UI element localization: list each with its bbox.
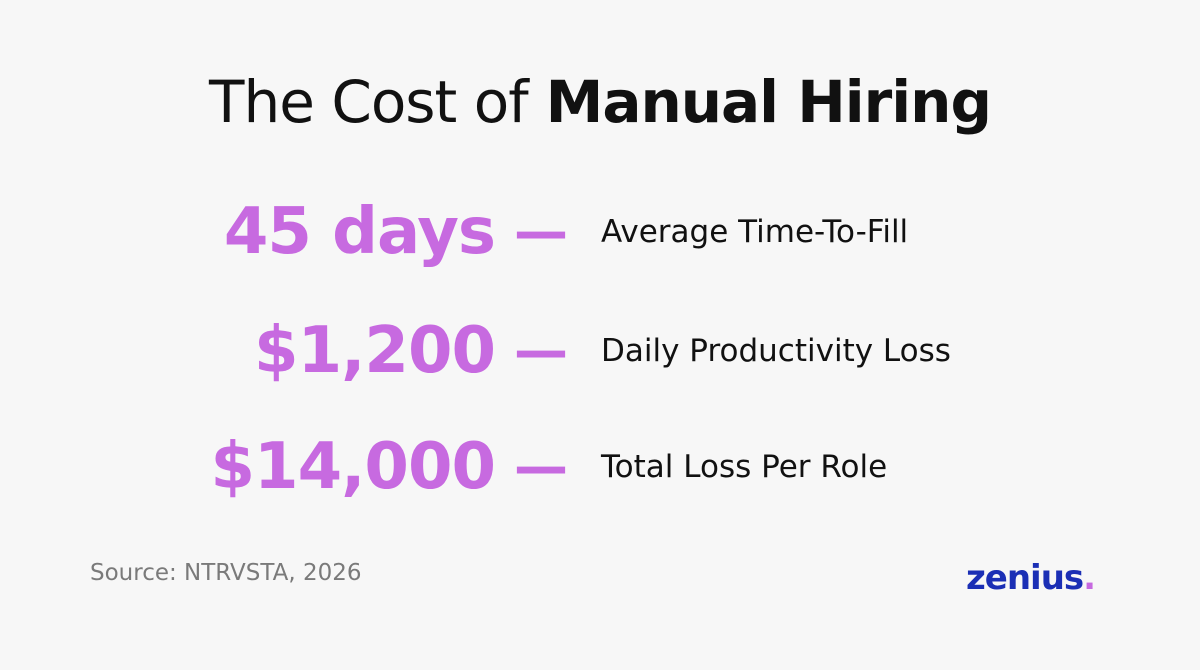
stat-value: $1,200 (254, 314, 496, 388)
stat-dash: — (514, 435, 568, 498)
stat-label: Total Loss Per Role (601, 449, 888, 485)
title-regular: The Cost of (209, 68, 529, 136)
logo: zenius. (966, 558, 1096, 598)
title: The Cost of Manual Hiring (0, 68, 1200, 136)
stat-dash: — (514, 200, 568, 263)
stat-label: Daily Productivity Loss (601, 333, 951, 369)
stat-label: Average Time-To-Fill (601, 214, 909, 250)
stat-value: 45 days (223, 195, 496, 269)
stat-dash: — (514, 319, 568, 382)
stat-row: $1,200 — Daily Productivity Loss (0, 306, 1200, 396)
title-bold: Manual Hiring (545, 68, 992, 136)
stat-row: $14,000 — Total Loss Per Role (0, 422, 1200, 512)
source: Source: NTRVSTA, 2026 (90, 560, 362, 586)
logo-dot: . (1083, 558, 1096, 598)
stat-value: $14,000 (210, 430, 496, 504)
stat-row: 45 days — Average Time-To-Fill (0, 187, 1200, 277)
logo-text: zenius (966, 558, 1084, 598)
